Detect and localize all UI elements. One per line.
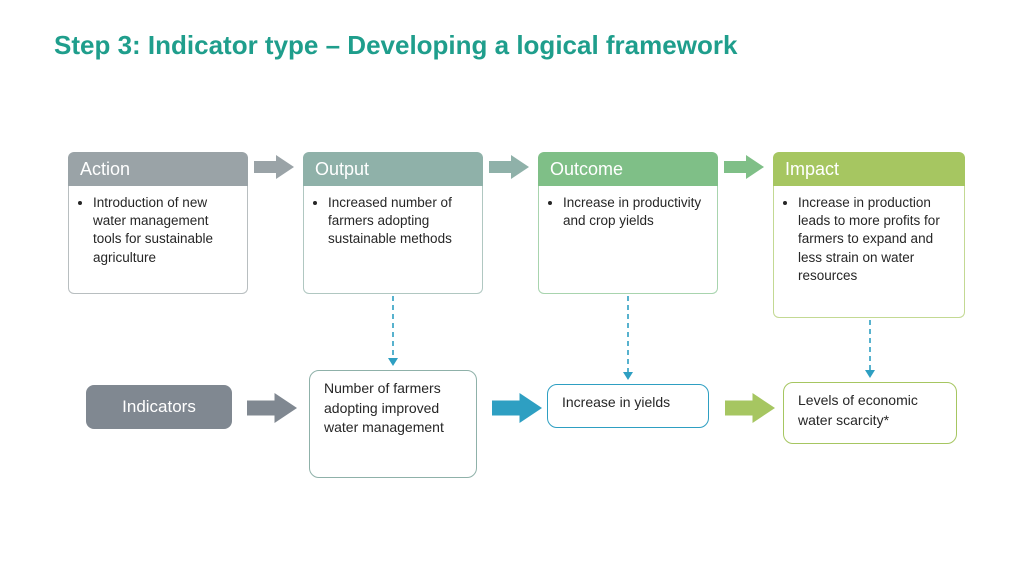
indicator-text: Increase in yields: [562, 393, 670, 413]
arrow-right-icon: [492, 393, 542, 423]
stage-bullet: Increase in productivity and crop yields: [563, 194, 707, 230]
indicator-box-ind-impact: Levels of economic water scarcity*: [783, 382, 957, 444]
arrow-down-dashed-icon: [622, 296, 634, 380]
arrow-right-icon: [725, 393, 775, 423]
stage-body-output: Increased number of farmers adopting sus…: [303, 186, 483, 294]
stage-bullet: Increase in production leads to more pro…: [798, 194, 954, 285]
stage-bullet: Introduction of new water management too…: [93, 194, 237, 267]
arrow-right-icon: [489, 154, 529, 180]
stage-header-action: Action: [68, 152, 248, 186]
stage-body-impact: Increase in production leads to more pro…: [773, 186, 965, 318]
indicator-box-ind-output: Number of farmers adopting improved wate…: [309, 370, 477, 478]
stage-body-action: Introduction of new water management too…: [68, 186, 248, 294]
arrow-down-dashed-icon: [387, 296, 399, 366]
stage-body-outcome: Increase in productivity and crop yields: [538, 186, 718, 294]
arrow-right-icon: [724, 154, 764, 180]
slide-title: Step 3: Indicator type – Developing a lo…: [54, 30, 737, 61]
indicator-text: Levels of economic water scarcity*: [798, 391, 942, 430]
stage-header-output: Output: [303, 152, 483, 186]
indicators-label: Indicators: [86, 385, 232, 429]
stage-bullet: Increased number of farmers adopting sus…: [328, 194, 472, 249]
arrow-down-dashed-icon: [864, 320, 876, 378]
stage-header-outcome: Outcome: [538, 152, 718, 186]
indicator-box-ind-outcome: Increase in yields: [547, 384, 709, 428]
indicator-text: Number of farmers adopting improved wate…: [324, 379, 462, 438]
stage-header-impact: Impact: [773, 152, 965, 186]
arrow-right-icon: [254, 154, 294, 180]
arrow-right-icon: [247, 393, 297, 423]
